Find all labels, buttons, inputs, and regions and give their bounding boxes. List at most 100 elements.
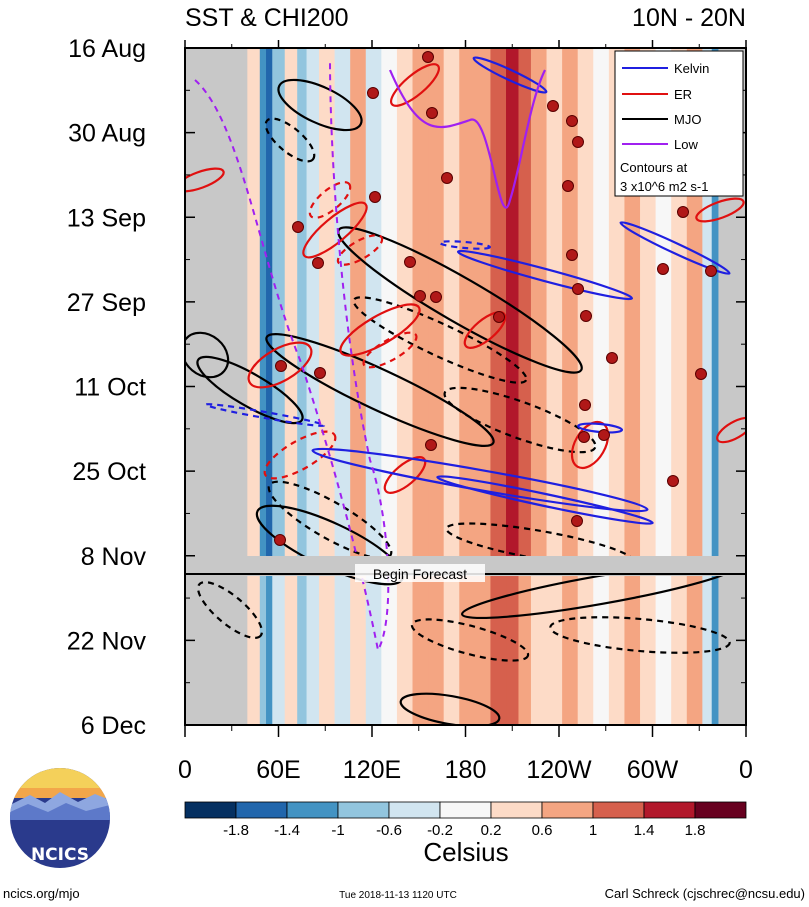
colorbar-swatch (541, 801, 594, 819)
colorbar: -1.8 -1.4 -1 -0.6 -0.2 0.2 0.6 1 1.4 1.8 (184, 801, 747, 839)
storm-marker (422, 51, 434, 63)
sst-band-forecast (474, 576, 491, 725)
sst-band-forecast (272, 576, 286, 725)
contour (695, 197, 745, 223)
sst-band-forecast (608, 576, 625, 725)
storm-marker (571, 515, 583, 527)
x-tick-label: 120E (343, 756, 401, 784)
legend-kelvin-label: Kelvin (674, 61, 709, 76)
y-tick-label: 6 Dec (81, 712, 146, 740)
contour (716, 416, 746, 444)
legend-mjo-label: MJO (674, 112, 701, 127)
legend-er-label: ER (674, 87, 692, 102)
contour (438, 240, 492, 250)
storm-marker (426, 107, 438, 119)
sst-band-observed (334, 48, 351, 556)
sst-band-observed (711, 48, 719, 556)
colorbar-swatch (592, 801, 645, 819)
sst-band-forecast (412, 576, 429, 725)
contour (185, 167, 225, 193)
colorbar-label: Celsius (423, 837, 508, 867)
sst-band-forecast (396, 576, 414, 725)
storm-marker (657, 263, 669, 275)
sst-band-forecast (640, 576, 657, 725)
chart-subtitle: 10N - 20N (632, 4, 746, 32)
storm-marker (695, 368, 707, 380)
storm-marker (314, 367, 326, 379)
y-tick-label: 27 Sep (67, 289, 146, 317)
sst-band-forecast (284, 576, 298, 725)
colorbar-tick-label: 0.2 (481, 822, 502, 839)
low-contour (388, 69, 546, 209)
sst-band-forecast (334, 576, 351, 725)
contour (267, 480, 393, 560)
sst-band-observed (577, 48, 594, 556)
contour-overlays (185, 56, 746, 725)
storm-marker (598, 429, 610, 441)
y-tick-label: 11 Oct (74, 374, 146, 402)
sst-band-forecast (459, 576, 476, 725)
colorbar-swatch (490, 801, 543, 819)
colorbar-tick-label: -0.2 (427, 822, 453, 839)
sst-band-forecast (506, 576, 519, 725)
storm-marker (425, 439, 437, 451)
sst-band-forecast (319, 576, 336, 725)
sst-band-forecast (577, 576, 594, 725)
sst-band-observed (266, 48, 273, 556)
sst-band-forecast (546, 576, 563, 725)
y-tick-label: 25 Oct (72, 458, 146, 486)
contour (336, 234, 384, 266)
sst-band-observed (474, 48, 491, 556)
sst-band-observed (562, 48, 579, 556)
colorbar-tick-label: -1.4 (274, 822, 300, 839)
legend-note-2: 3 x10^6 m2 s-1 (620, 179, 708, 194)
storm-marker (430, 291, 442, 303)
sst-band-forecast (259, 576, 267, 725)
contour (265, 333, 495, 447)
storm-marker (275, 360, 287, 372)
logo-text: NCICS (31, 845, 89, 865)
sst-band-forecast (711, 576, 719, 725)
contour (436, 475, 654, 525)
colorbar-tick-label: 1.8 (685, 822, 706, 839)
storm-marker (414, 290, 426, 302)
storm-marker (578, 431, 590, 443)
storm-marker (292, 221, 304, 233)
y-tick-label: 30 Aug (68, 120, 146, 148)
colorbar-swatch (643, 801, 696, 819)
sst-band-forecast (350, 576, 367, 725)
contour (204, 403, 326, 427)
contour (263, 430, 337, 480)
sst-band-observed (396, 48, 414, 556)
sst-band-forecast (655, 576, 672, 725)
storm-marker (547, 100, 559, 112)
contour (390, 63, 440, 107)
contour (362, 331, 418, 369)
sst-band-observed (530, 48, 548, 556)
sst-band-observed (365, 48, 382, 556)
contour (456, 249, 634, 301)
storm-marker (369, 191, 381, 203)
sst-band-observed (272, 48, 286, 556)
colorbar-swatch (337, 801, 390, 819)
x-tick-label: 180 (445, 756, 487, 784)
colorbar-tick-label: -1.8 (223, 822, 249, 839)
storm-marker (312, 257, 324, 269)
legend: Kelvin ER MJO Low Contours at 3 x10^6 m2… (614, 50, 744, 197)
contour (247, 341, 313, 389)
y-tick-label: 16 Aug (68, 35, 146, 63)
sst-band-observed (306, 48, 320, 556)
colorbar-tick-label: -1 (331, 822, 344, 839)
x-tick-label: 120W (526, 756, 592, 784)
colorbar-swatch (439, 801, 492, 819)
contour (352, 296, 528, 384)
colorbar-swatch (286, 801, 339, 819)
sst-band-observed (247, 48, 261, 556)
sst-band-forecast (562, 576, 579, 725)
sst-band-forecast (365, 576, 382, 725)
contour (264, 117, 316, 163)
sst-band-forecast (593, 576, 610, 725)
sst-band-observed (350, 48, 367, 556)
contour (619, 221, 731, 275)
